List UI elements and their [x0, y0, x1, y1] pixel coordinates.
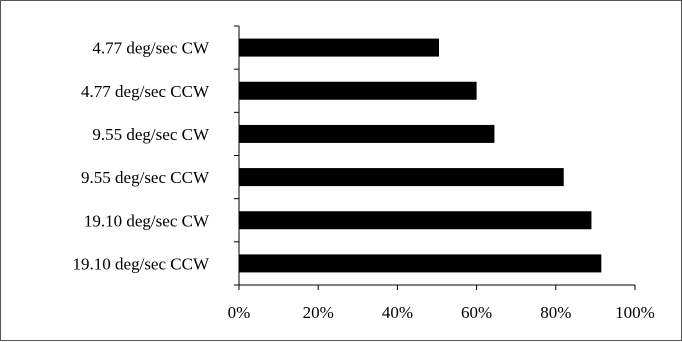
x-tick-label: 100%: [615, 303, 655, 322]
x-tick-label: 80%: [540, 303, 571, 322]
x-tick-label: 40%: [382, 303, 413, 322]
labels-layer: 4.77 deg/sec CW 4.77 deg/sec CCW 9.55 deg/…: [73, 39, 655, 322]
category-label: 4.77 deg/sec CCW: [81, 82, 210, 101]
axes-layer: [234, 25, 636, 290]
category-label: 9.55 deg/sec CCW: [81, 168, 210, 187]
x-tick-label: 20%: [303, 303, 334, 322]
category-label: 19.10 deg/sec CCW: [73, 254, 210, 273]
x-tick-label: 0%: [228, 303, 251, 322]
bar-6: [239, 254, 602, 273]
category-label: 9.55 deg/sec CW: [92, 125, 210, 144]
bar-2: [239, 81, 477, 100]
bar-4: [239, 168, 564, 187]
category-label: 4.77 deg/sec CW: [92, 39, 210, 58]
bars-layer: [239, 38, 602, 273]
bar-5: [239, 211, 592, 230]
bar-1: [239, 38, 439, 57]
category-label: 19.10 deg/sec CW: [84, 211, 210, 230]
x-tick-label: 60%: [461, 303, 492, 322]
bar-3: [239, 124, 495, 143]
